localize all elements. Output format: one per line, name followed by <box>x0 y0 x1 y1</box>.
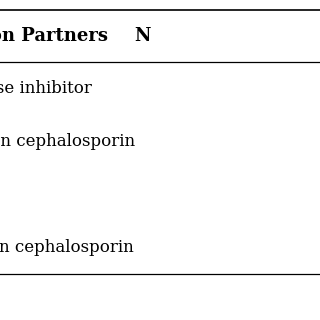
Text: Beta-lactamase inhibitor: Beta-lactamase inhibitor <box>0 80 92 97</box>
Text: 4th generation cephalosporin: 4th generation cephalosporin <box>0 239 133 256</box>
Text: N: N <box>134 27 151 45</box>
Text: 3rd generation cephalosporin: 3rd generation cephalosporin <box>0 133 135 150</box>
Text: Combination Partners: Combination Partners <box>0 27 108 45</box>
